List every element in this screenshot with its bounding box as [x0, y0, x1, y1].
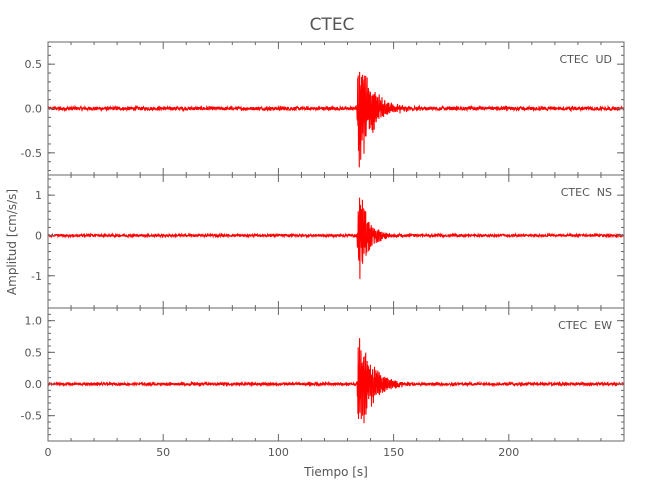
y-tick-label: 0: [35, 229, 42, 242]
y-tick-label: 1: [35, 189, 42, 202]
panel-2: -1 0 1 CTEC NS: [31, 174, 625, 309]
waveform-line-3: [48, 338, 624, 424]
x-tick-label: 150: [383, 446, 404, 459]
x-tick-label: 50: [156, 446, 170, 459]
x-tick-label: 200: [498, 446, 519, 459]
panel-label: CTEC EW: [558, 319, 612, 332]
x-tick-label: 100: [268, 446, 289, 459]
panel-3: -0.5 0.0 0.5 1.0 CTEC EW: [21, 307, 625, 442]
y-tick-label: 0.5: [25, 346, 43, 359]
y-tick-label: 0.0: [25, 378, 43, 391]
panel-label: CTEC NS: [561, 186, 612, 199]
y-tick-label: 1.0: [25, 315, 43, 328]
chart-title: CTEC: [310, 15, 355, 35]
panel-1: -0.5 0.0 0.5 CTEC UD: [21, 41, 625, 176]
waveform-line-2: [48, 197, 624, 279]
y-axis-label: Amplitud [cm/s/s]: [5, 189, 19, 295]
panels-group: -0.5 0.0 0.5 CTEC UD -1 0 1 CTEC NS -0.5 0.0 0.5 1.…: [21, 41, 625, 459]
panel-frame-2: [47, 174, 625, 309]
waveform-line-1: [48, 71, 624, 168]
x-axis-label: Tiempo [s]: [303, 465, 368, 479]
x-tick-label: 0: [45, 446, 52, 459]
panel-frame-3: [47, 307, 625, 442]
y-tick-label: 0.0: [25, 103, 43, 116]
y-tick-label: -0.5: [21, 410, 42, 423]
y-tick-label: -1: [31, 270, 42, 283]
panel-label: CTEC UD: [559, 53, 612, 66]
y-tick-label: 0.5: [25, 58, 43, 71]
y-tick-label: -0.5: [21, 147, 42, 160]
